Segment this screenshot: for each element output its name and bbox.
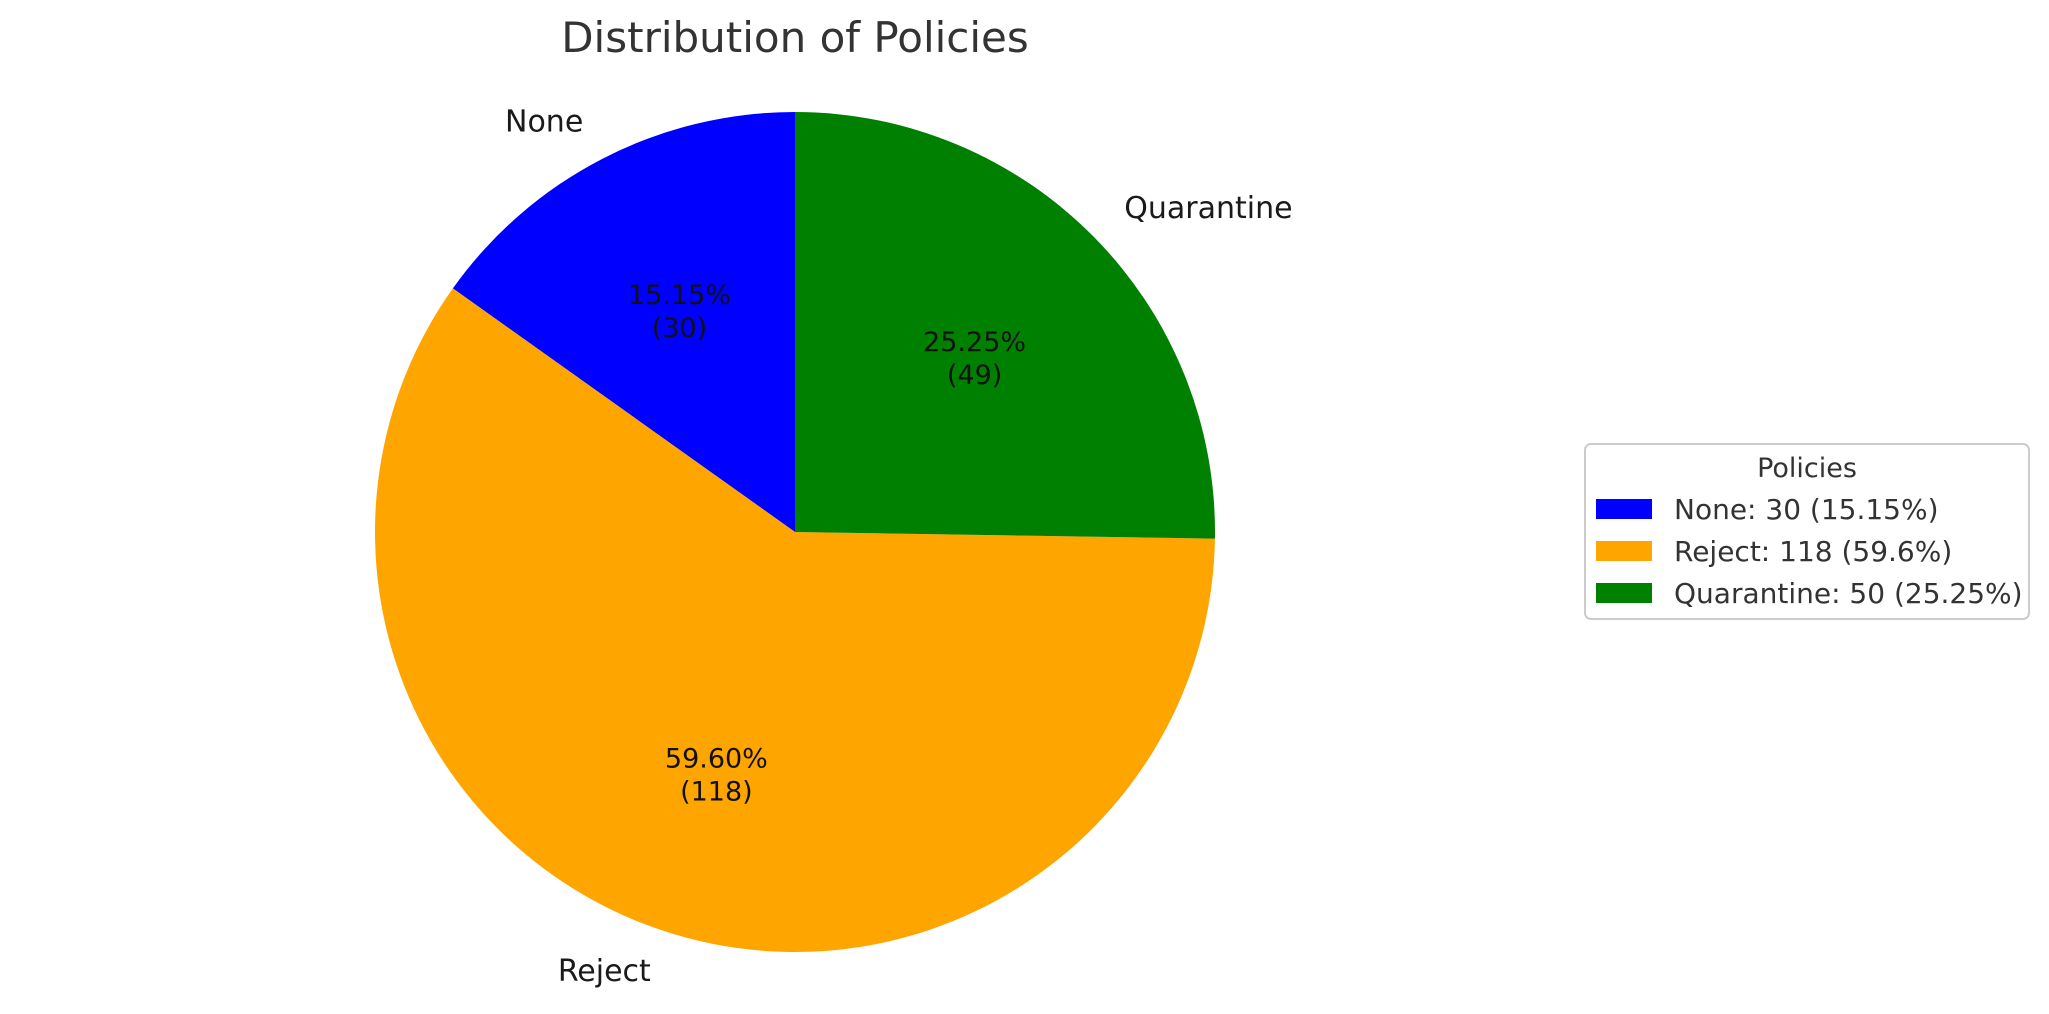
legend-entries: None: 30 (15.15%) Reject: 118 (59.6%) Quar… — [1596, 493, 2023, 610]
pie-slices — [375, 112, 1216, 953]
slice-count-reject: (118) — [680, 776, 753, 807]
pie-slice-quarantine — [795, 112, 1216, 539]
legend-label-reject: Reject: 118 (59.6%) — [1674, 535, 1952, 568]
legend-title: Policies — [1757, 453, 1857, 484]
legend-swatch-reject — [1596, 541, 1652, 561]
legend-label-quarantine: Quarantine: 50 (25.25%) — [1674, 577, 2023, 610]
pie-slice-reject — [375, 288, 1215, 953]
slice-label-quarantine: Quarantine — [1124, 191, 1292, 226]
legend-label-none: None: 30 (15.15%) — [1674, 493, 1939, 526]
legend-swatch-none — [1596, 499, 1652, 519]
slice-count-quarantine: (49) — [947, 360, 1002, 391]
legend-frame — [1584, 443, 2030, 620]
slice-count-none: (30) — [652, 313, 707, 344]
slice-label-none: None — [505, 104, 583, 139]
slice-pct-quarantine: 25.25% — [923, 327, 1026, 358]
pie-slice-none — [452, 112, 795, 532]
slice-pct-none: 15.15% — [628, 280, 731, 311]
slice-pct-reject: 59.60% — [665, 743, 768, 774]
pie-labels: None 15.15%(30) Reject 59.60%(118) Quarantin… — [505, 104, 1293, 989]
legend-swatch-quarantine — [1596, 583, 1652, 603]
slice-label-reject: Reject — [558, 954, 651, 989]
chart-title: Distribution of Policies — [561, 13, 1029, 62]
legend: Policies None: 30 (15.15%) Reject: 118 (5… — [1584, 443, 2030, 620]
